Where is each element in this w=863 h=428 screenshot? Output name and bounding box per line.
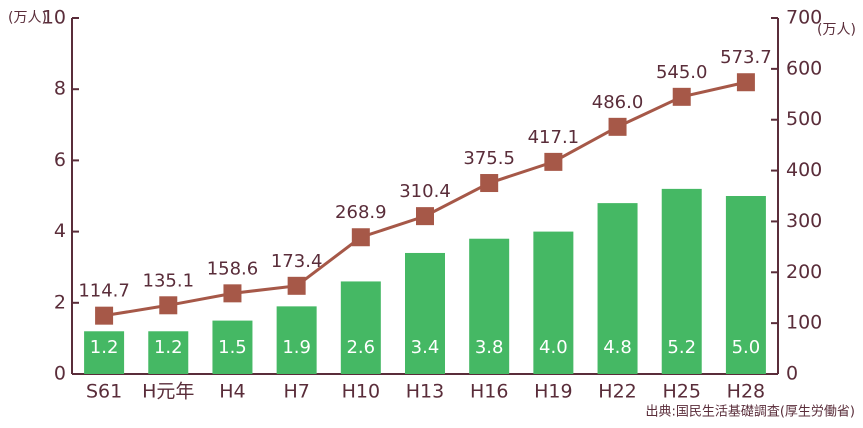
- bar: [340, 281, 381, 374]
- line-value-label: 268.9: [335, 202, 387, 223]
- bar-value-label: 1.5: [218, 337, 247, 358]
- x-tick-label: H22: [598, 381, 636, 403]
- bar: [661, 188, 702, 374]
- y-tick-label: 4: [54, 220, 66, 242]
- y-axis-label: (万人): [8, 10, 47, 26]
- y-tick-label: 10: [42, 7, 66, 29]
- x-tick-label: H4: [219, 381, 245, 403]
- y2-tick-label: 500: [786, 108, 822, 130]
- x-tick-label: H16: [470, 381, 508, 403]
- line-value-label: 158.6: [207, 258, 259, 279]
- line-marker: [736, 73, 755, 92]
- y2-tick-label: 400: [786, 159, 822, 181]
- y2-tick-label: 100: [786, 312, 822, 334]
- line-value-label: 375.5: [463, 148, 515, 169]
- bar-value-label: 4.0: [539, 337, 568, 358]
- line-marker: [544, 152, 563, 171]
- y-tick-label: 8: [54, 78, 66, 100]
- line-value-label: 114.7: [78, 281, 130, 302]
- bar: [212, 320, 253, 374]
- bar-value-label: 4.8: [603, 337, 632, 358]
- line-marker: [608, 117, 627, 136]
- line-marker: [480, 174, 499, 193]
- y2-tick-label: 600: [786, 57, 822, 79]
- line-marker: [159, 296, 178, 315]
- x-tick-label: H13: [406, 381, 444, 403]
- y2-axis-label: (万人): [817, 22, 856, 38]
- line-marker: [416, 207, 434, 226]
- line-marker: [672, 87, 691, 106]
- line-value-label: 173.4: [271, 251, 323, 272]
- bar: [148, 331, 189, 374]
- line-marker: [95, 306, 114, 325]
- x-tick-label: S61: [86, 381, 122, 403]
- bar-value-label: 2.6: [346, 337, 375, 358]
- x-tick-label: H元年: [142, 381, 194, 403]
- y2-tick-label: 300: [786, 210, 822, 232]
- x-tick-label: H10: [342, 381, 380, 403]
- bar-value-label: 3.8: [475, 337, 504, 358]
- bar-value-label: 5.2: [667, 337, 696, 358]
- line-value-label: 417.1: [528, 127, 580, 148]
- line-value-label: 135.1: [143, 270, 195, 291]
- y2-tick-label: 200: [786, 261, 822, 283]
- y-tick-label: 6: [54, 149, 66, 171]
- y2-tick-label: 0: [786, 363, 798, 385]
- bar-value-label: 5.0: [732, 337, 761, 358]
- line-value-label: 545.0: [656, 62, 708, 83]
- bar: [533, 231, 574, 374]
- x-tick-label: H25: [662, 381, 700, 403]
- bar-value-label: 1.2: [90, 337, 119, 358]
- y-tick-label: 0: [54, 363, 66, 385]
- y2-tick-label: 700: [786, 7, 822, 29]
- bar: [276, 306, 317, 374]
- line-marker: [287, 276, 306, 295]
- line-marker: [351, 228, 370, 247]
- x-tick-label: H28: [727, 381, 765, 403]
- bar-value-label: 1.9: [282, 337, 311, 358]
- line-value-label: 310.4: [399, 181, 451, 202]
- x-tick-label: H7: [283, 381, 309, 403]
- bar: [84, 331, 125, 374]
- bar-value-label: 1.2: [154, 337, 183, 358]
- line-value-label: 486.0: [592, 92, 644, 113]
- bar: [597, 203, 638, 374]
- x-tick-label: H19: [534, 381, 572, 403]
- bar: [725, 196, 766, 374]
- bar: [405, 252, 445, 374]
- y-tick-label: 2: [54, 291, 66, 313]
- line-value-label: 573.7: [720, 47, 772, 68]
- bar: [469, 238, 510, 374]
- source-note: 出典:国民生活基礎調査(厚生労働省): [645, 405, 855, 420]
- line-marker: [223, 284, 242, 303]
- bar-value-label: 3.4: [411, 337, 440, 358]
